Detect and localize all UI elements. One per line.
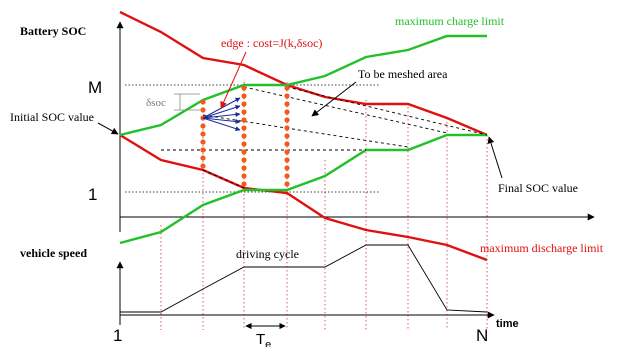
- maximum-charge-limit-label: maximum charge limit: [395, 14, 505, 28]
- edge-arrow: [202, 111, 241, 119]
- edge-cost-suffix: soc): [302, 36, 322, 50]
- grid-point: [241, 141, 247, 147]
- soc-min-label: 1: [88, 185, 97, 204]
- grid-point: [284, 165, 290, 171]
- grid-point: [241, 149, 247, 155]
- grid-point: [284, 133, 290, 139]
- edge-cost-pointer: [220, 51, 247, 109]
- grid-point: [241, 117, 247, 123]
- grid-point: [284, 141, 290, 147]
- maximum-discharge-limit-label: maximum discharge limit: [480, 241, 604, 255]
- initial-soc-pointer: [97, 122, 119, 135]
- grid-point: [284, 93, 290, 99]
- grid-point: [284, 149, 290, 155]
- grid-point: [241, 133, 247, 139]
- grid-point: [200, 131, 206, 137]
- time-step-guides: [160, 82, 488, 330]
- final-soc-value-label: Final SOC value: [498, 181, 578, 195]
- mesh-dash: [202, 114, 409, 148]
- discharge-limit-curve: [119, 133, 488, 262]
- time-start-label: 1: [113, 326, 122, 345]
- grid-point: [200, 139, 206, 145]
- grid-point: [284, 117, 290, 123]
- grid-point: [241, 93, 247, 99]
- upper-red-curve: [119, 10, 488, 137]
- mesh-dash: [243, 86, 448, 134]
- grid-point: [284, 125, 290, 131]
- time-axis-label: time: [496, 318, 519, 330]
- grid-point: [241, 173, 247, 179]
- state-grid-points: [200, 85, 290, 187]
- delta-soc-bracket: [174, 93, 200, 111]
- grid-point: [200, 123, 206, 129]
- grid-point: [241, 101, 247, 107]
- edge-arrow: [202, 117, 241, 125]
- grid-point: [284, 101, 290, 107]
- edge-arrow: [202, 117, 241, 131]
- mesh-dash: [202, 169, 245, 189]
- grid-point: [284, 157, 290, 163]
- meshed-area-pointer: [311, 81, 357, 117]
- annotation-pointers: [97, 81, 503, 179]
- grid-point: [200, 147, 206, 153]
- edge-cost-prefix: edge : cost=J(k,: [221, 36, 297, 50]
- driving-cycle-label: driving cycle: [236, 247, 299, 261]
- battery-soc-label: Battery SOC: [20, 24, 86, 38]
- delta-soc-label: δsoc: [146, 97, 166, 109]
- edge-cost-delta: δ: [297, 36, 303, 50]
- grid-point: [284, 109, 290, 115]
- charge-limit-curve: [119, 34, 487, 137]
- soc-max-label: M: [88, 78, 102, 97]
- grid-point: [241, 109, 247, 115]
- grid-point: [200, 163, 206, 169]
- grid-point: [241, 125, 247, 131]
- grid-point: [200, 155, 206, 161]
- grid-point: [200, 99, 206, 105]
- grid-point: [241, 85, 247, 91]
- grid-point: [241, 157, 247, 163]
- grid-point: [241, 165, 247, 171]
- grid-point: [241, 181, 247, 187]
- edge-cost-label: edge : cost=J(k,δsoc): [221, 36, 322, 50]
- grid-point: [284, 85, 290, 91]
- time-end-label: N: [476, 326, 488, 345]
- grid-point: [284, 181, 290, 187]
- vehicle-speed-label: vehicle speed: [20, 246, 87, 260]
- edge-arrow: [202, 105, 241, 119]
- step-period-label: Te: [256, 331, 271, 347]
- initial-soc-value-label: Initial SOC value: [10, 110, 94, 124]
- to-be-meshed-area-label: To be meshed area: [358, 67, 448, 81]
- step-period-main: T: [256, 331, 265, 347]
- grid-point: [284, 173, 290, 179]
- driving-cycle-curve: [120, 244, 488, 313]
- final-soc-pointer: [487, 136, 503, 179]
- mesh-dash: [286, 86, 488, 136]
- mesh-area-dashes: [161, 86, 488, 189]
- grid-point: [200, 107, 206, 113]
- edge-arrows: [202, 97, 241, 131]
- step-period-subscript: e: [265, 339, 271, 347]
- lower-green-curve: [119, 133, 487, 245]
- axes: [116, 21, 595, 325]
